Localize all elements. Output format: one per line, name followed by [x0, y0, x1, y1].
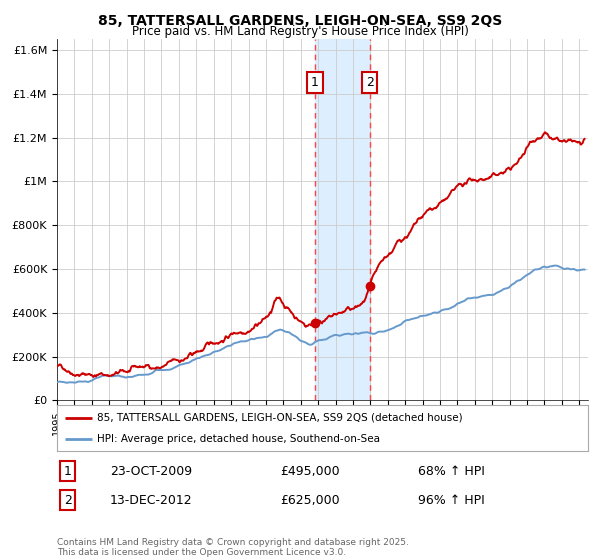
Text: 2: 2 [366, 76, 374, 89]
Text: 1: 1 [311, 76, 319, 89]
Text: 2: 2 [64, 494, 71, 507]
Text: £495,000: £495,000 [280, 465, 340, 478]
Text: 96% ↑ HPI: 96% ↑ HPI [418, 494, 485, 507]
Text: £625,000: £625,000 [280, 494, 340, 507]
Text: Contains HM Land Registry data © Crown copyright and database right 2025.
This d: Contains HM Land Registry data © Crown c… [57, 538, 409, 557]
Text: Price paid vs. HM Land Registry's House Price Index (HPI): Price paid vs. HM Land Registry's House … [131, 25, 469, 38]
Text: 13-DEC-2012: 13-DEC-2012 [110, 494, 193, 507]
Bar [315, 39, 370, 400]
Text: HPI: Average price, detached house, Southend-on-Sea: HPI: Average price, detached house, Sout… [97, 435, 380, 444]
Text: 85, TATTERSALL GARDENS, LEIGH-ON-SEA, SS9 2QS (detached house): 85, TATTERSALL GARDENS, LEIGH-ON-SEA, SS… [97, 413, 463, 423]
Text: 68% ↑ HPI: 68% ↑ HPI [418, 465, 485, 478]
Text: 23-OCT-2009: 23-OCT-2009 [110, 465, 192, 478]
Text: 85, TATTERSALL GARDENS, LEIGH-ON-SEA, SS9 2QS: 85, TATTERSALL GARDENS, LEIGH-ON-SEA, SS… [98, 14, 502, 28]
Text: 1: 1 [64, 465, 71, 478]
